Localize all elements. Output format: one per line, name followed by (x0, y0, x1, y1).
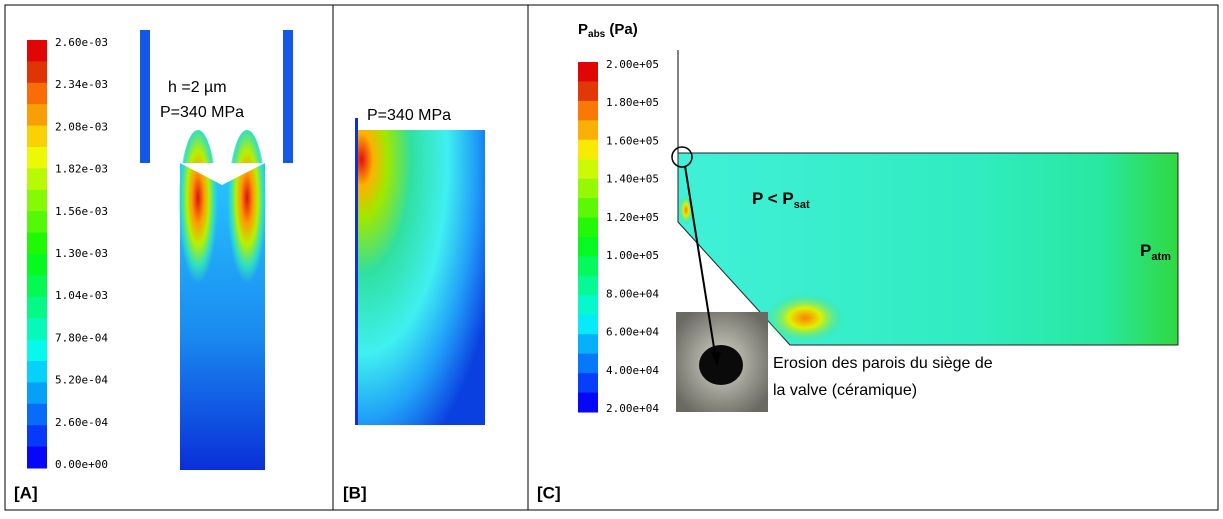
colorbar-segment (578, 314, 598, 335)
colorbar-segment (578, 62, 598, 82)
colorbar-label: 6.00e+04 (606, 326, 659, 339)
hot-spot (765, 293, 845, 343)
colorbar-segment (578, 256, 598, 277)
colorbar: 2.60e-03 2.34e-03 2.08e-03 1.82e-03 1.56e-03… (27, 36, 108, 471)
colorbar-title: Pabs (Pa) (578, 21, 638, 40)
caption: Erosion des parois du siège de (773, 355, 993, 372)
colorbar-segment (27, 125, 47, 148)
wall-contour (283, 30, 293, 163)
colorbar-segment (27, 211, 47, 234)
colorbar-label: 1.82e-03 (55, 163, 108, 176)
colorbar-label: 1.20e+05 (606, 211, 659, 224)
annotation: P=340 MPa (160, 104, 244, 121)
colorbar-segment (578, 120, 598, 141)
annotation: P < Psat (752, 189, 810, 210)
colorbar-segment (27, 275, 47, 298)
wall-contour (140, 30, 150, 163)
colorbar-segment (578, 178, 598, 199)
flow-contour (355, 130, 485, 425)
hot-spot (178, 130, 218, 300)
colorbar-segment (578, 81, 598, 102)
colorbar-label: 5.20e-04 (55, 374, 108, 387)
panel-label: [A] (14, 483, 38, 502)
colorbar-label: 2.60e-03 (55, 36, 108, 49)
arrow (684, 165, 717, 361)
colorbar-label: 2.00e+05 (606, 58, 659, 71)
caption: la valve (céramique) (773, 382, 917, 399)
wall (355, 118, 358, 425)
colorbar-segment (578, 392, 598, 413)
panel-label: [C] (537, 483, 561, 502)
colorbar-segment (578, 159, 598, 180)
colorbar-segment (578, 353, 598, 374)
colorbar-segment (27, 82, 47, 105)
colorbar-segment (27, 296, 47, 319)
colorbar-segment (27, 168, 47, 191)
colorbar-segment (578, 295, 598, 316)
colorbar-label: 1.04e-03 (55, 289, 108, 302)
annotation: Patm (1140, 241, 1171, 262)
colorbar-segment (27, 339, 47, 362)
colorbar-segment (27, 361, 47, 383)
colorbar-segment (27, 403, 47, 426)
inlet-gap (180, 163, 222, 185)
colorbar-segment (27, 254, 47, 276)
colorbar-label: 2.08e-03 (55, 120, 108, 133)
colorbar-label: 4.00e+04 (606, 364, 659, 377)
colorbar-segment (578, 334, 598, 355)
colorbar-segment (27, 61, 47, 84)
colorbar-label: 2.60e-04 (55, 416, 108, 429)
photo-hole (699, 345, 743, 385)
colorbar-segment (578, 139, 598, 160)
colorbar-segment (578, 198, 598, 219)
colorbar-label: 1.56e-03 (55, 205, 108, 218)
colorbar-label: 1.30e-03 (55, 247, 108, 260)
hot-spot (227, 130, 267, 300)
panel-label: [B] (343, 483, 367, 502)
colorbar-segment (578, 217, 598, 238)
colorbar-segment (27, 40, 47, 62)
colorbar-segment (27, 104, 47, 127)
annotation: h =2 µm (168, 79, 227, 96)
colorbar-label: 7.80e-04 (55, 331, 108, 344)
colorbar-label: 8.00e+04 (606, 287, 659, 300)
hot-spot (679, 195, 693, 225)
colorbar-label: 2.34e-03 (55, 78, 108, 91)
arrow-head (711, 352, 721, 366)
colorbar-label: 1.40e+05 (606, 173, 659, 186)
colorbar-segment (27, 425, 47, 448)
colorbar-segment (578, 100, 598, 121)
colorbar-segment (27, 446, 47, 469)
annotation: P=340 MPa (367, 107, 451, 124)
colorbar-segment (27, 318, 47, 341)
colorbar-segment (578, 275, 598, 296)
cavity (150, 30, 283, 163)
colorbar-segment (578, 237, 598, 257)
colorbar-segment (27, 232, 47, 255)
frame (4, 4, 1219, 511)
inlet-gap (222, 163, 265, 185)
colorbar-segment (27, 189, 47, 212)
colorbar-segment (578, 373, 598, 394)
colorbar-segment (27, 382, 47, 405)
colorbar-label: 2.00e+04 (606, 402, 659, 415)
colorbar-segment (27, 147, 47, 169)
colorbar-label: 1.00e+05 (606, 249, 659, 262)
colorbar: 2.00e+05 1.80e+05 1.60e+05 1.40e+05 1.20e+05… (578, 58, 659, 415)
highlight-circle (671, 146, 693, 168)
colorbar-label: 1.80e+05 (606, 96, 659, 109)
colorbar-label: 1.60e+05 (606, 134, 659, 147)
colorbar-label: 0.00e+00 (55, 458, 108, 471)
